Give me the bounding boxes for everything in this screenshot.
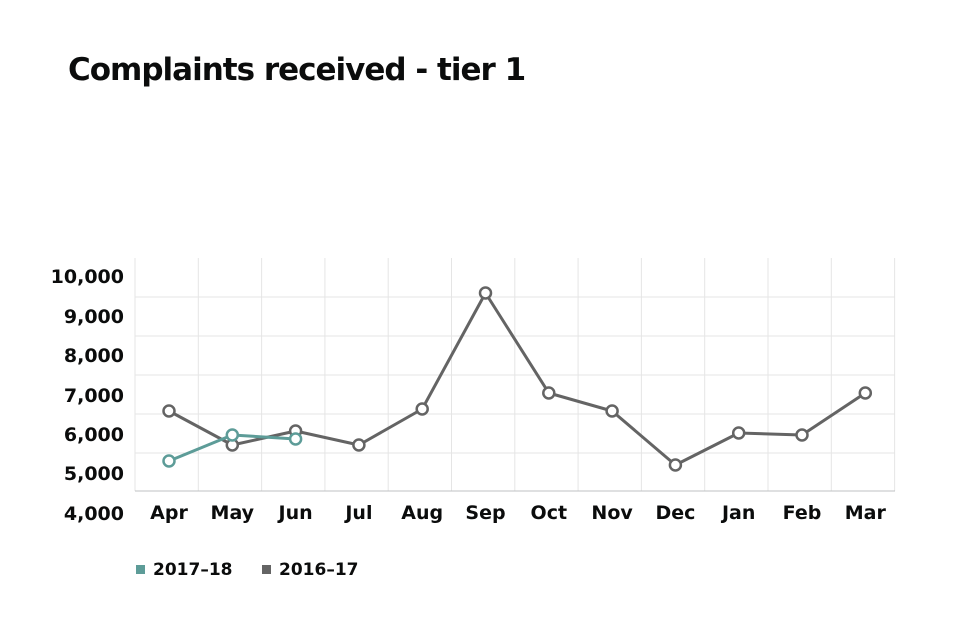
data-point-2017-18 <box>225 428 240 442</box>
x-tick-label: Feb <box>783 502 822 524</box>
data-point-2016-17 <box>858 386 873 400</box>
y-tick-label: 7,000 <box>64 385 124 407</box>
data-point-2016-17 <box>542 386 556 400</box>
x-axis-ticks: Apr May Jun Jul Aug Sep Oct Nov Dec Jan Feb Mar <box>150 502 886 524</box>
data-point-2016-17 <box>731 426 746 440</box>
series <box>162 286 873 472</box>
data-point-2016-17 <box>352 438 366 452</box>
data-point-2016-17 <box>795 428 809 442</box>
data-point-2016-17 <box>415 402 429 416</box>
series-line-2016-17 <box>168 291 867 467</box>
x-tick-label: Oct <box>531 502 568 524</box>
x-tick-label: Nov <box>591 502 633 524</box>
y-tick-label: 8,000 <box>64 345 124 367</box>
y-tick-label: 5,000 <box>64 463 124 485</box>
x-tick-label: Jan <box>720 502 755 524</box>
grid <box>134 258 896 492</box>
data-point-2016-17 <box>478 286 493 300</box>
y-tick-label: 9,000 <box>64 306 124 328</box>
y-axis-ticks: 10,000 9,000 8,000 7,000 6,000 5,000 4,000 <box>51 266 124 525</box>
data-point-2017-18 <box>162 454 176 468</box>
legend-label-2016-17: 2016–17 <box>279 560 359 580</box>
x-tick-label: Aug <box>401 502 443 524</box>
x-tick-label: Apr <box>150 502 188 524</box>
x-tick-label: Jul <box>343 502 372 524</box>
x-tick-label: May <box>211 502 255 524</box>
x-tick-label: Jun <box>277 502 313 524</box>
data-point-2016-17 <box>162 404 176 418</box>
legend-item-2017-18: 2017–18 <box>136 560 232 580</box>
y-tick-label: 10,000 <box>51 266 124 288</box>
x-tick-label: Mar <box>845 502 887 524</box>
y-tick-label: 6,000 <box>64 424 124 446</box>
x-tick-label: Sep <box>465 502 505 524</box>
series-2017-18 <box>162 428 303 468</box>
chart-title: Complaints received - tier 1 <box>68 52 526 88</box>
legend-label-2017-18: 2017–18 <box>153 560 233 580</box>
data-point-2017-18 <box>288 432 303 446</box>
x-tick-label: Dec <box>655 502 695 524</box>
series-2016-17 <box>162 286 873 472</box>
legend-item-2016-17: 2016–17 <box>262 560 358 580</box>
legend-swatch-2017-18 <box>136 565 145 574</box>
data-point-2016-17 <box>668 458 683 472</box>
y-tick-label: 4,000 <box>64 503 124 525</box>
data-point-2016-17 <box>605 404 619 418</box>
legend-swatch-2016-17 <box>262 565 271 574</box>
